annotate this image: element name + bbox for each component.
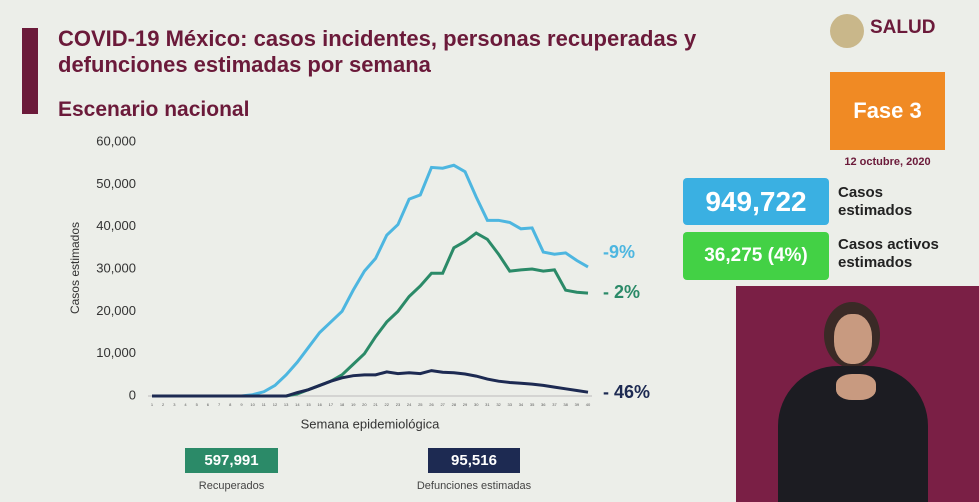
cases-label: Casos estimados [838, 184, 913, 219]
active-box: 36,275 (4%) [683, 232, 829, 280]
x-tick-label: 36 [541, 402, 546, 407]
x-tick-label: 27 [440, 402, 445, 407]
series-annotation: - 2% [603, 282, 640, 302]
x-tick-label: 14 [295, 402, 300, 407]
x-tick-label: 35 [530, 402, 535, 407]
x-tick-label: 15 [306, 402, 311, 407]
x-tick-label: 24 [407, 402, 412, 407]
title: COVID-19 México: casos incidentes, perso… [58, 26, 697, 77]
x-tick-label: 38 [563, 402, 568, 407]
x-tick-label: 22 [385, 402, 390, 407]
recovered-box: 597,991 [185, 448, 278, 473]
y-tick-label: 60,000 [96, 133, 136, 148]
series-annotation: -9% [603, 242, 635, 262]
series-annotation: - 46% [603, 382, 650, 402]
x-tick-label: 34 [519, 402, 524, 407]
x-tick-label: 7 [218, 402, 221, 407]
y-axis-label: Casos estimados [68, 222, 82, 314]
x-tick-label: 20 [362, 402, 367, 407]
phase-box: Fase 3 [830, 72, 945, 150]
x-tick-label: 13 [284, 402, 289, 407]
cases-box: 949,722 [683, 178, 829, 225]
y-tick-label: 10,000 [96, 345, 136, 360]
x-tick-label: 3 [173, 402, 176, 407]
x-tick-label: 16 [317, 402, 322, 407]
x-tick-label: 37 [552, 402, 557, 407]
x-tick-label: 21 [373, 402, 378, 407]
interpreter-video [736, 286, 979, 502]
x-tick-label: 25 [418, 402, 423, 407]
recovered-label: Recuperados [198, 480, 265, 492]
x-tick-label: 23 [396, 402, 401, 407]
y-tick-label: 0 [129, 387, 136, 402]
x-axis-label: Semana epidemiológica [301, 416, 441, 431]
x-tick-label: 39 [575, 402, 580, 407]
x-tick-label: 26 [429, 402, 434, 407]
x-tick-label: 17 [329, 402, 334, 407]
accent-bar [22, 28, 38, 114]
x-tick-label: 40 [586, 402, 591, 407]
x-tick-label: 2 [162, 402, 165, 407]
line-series [152, 231, 589, 398]
line-series [152, 369, 589, 398]
x-tick-label: 29 [463, 402, 468, 407]
y-tick-label: 20,000 [96, 303, 136, 318]
subtitle: Escenario nacional [58, 98, 250, 121]
x-tick-label: 31 [485, 402, 490, 407]
y-tick-label: 30,000 [96, 260, 136, 275]
x-tick-label: 33 [508, 402, 513, 407]
line-series [152, 163, 589, 398]
x-tick-label: 1 [151, 402, 154, 407]
x-tick-label: 18 [340, 402, 345, 407]
x-tick-label: 30 [474, 402, 479, 407]
date: 12 octubre, 2020 [844, 156, 931, 168]
logo-text: SALUD [870, 17, 936, 38]
x-tick-label: 32 [496, 402, 501, 407]
x-tick-label: 5 [196, 402, 199, 407]
x-tick-label: 6 [207, 402, 210, 407]
x-tick-label: 8 [229, 402, 232, 407]
x-tick-label: 28 [452, 402, 457, 407]
y-tick-label: 50,000 [96, 176, 136, 191]
logo-emblem [830, 14, 864, 48]
x-tick-label: 19 [351, 402, 356, 407]
x-tick-label: 4 [184, 402, 187, 407]
x-tick-label: 10 [250, 402, 255, 407]
deaths-label: Defunciones estimadas [416, 480, 532, 492]
x-tick-label: 9 [240, 402, 243, 407]
y-tick-label: 40,000 [96, 218, 136, 233]
x-tick-label: 11 [262, 402, 267, 407]
deaths-box: 95,516 [428, 448, 520, 473]
x-tick-label: 12 [273, 402, 278, 407]
active-label: Casos activos estimados [838, 236, 939, 271]
